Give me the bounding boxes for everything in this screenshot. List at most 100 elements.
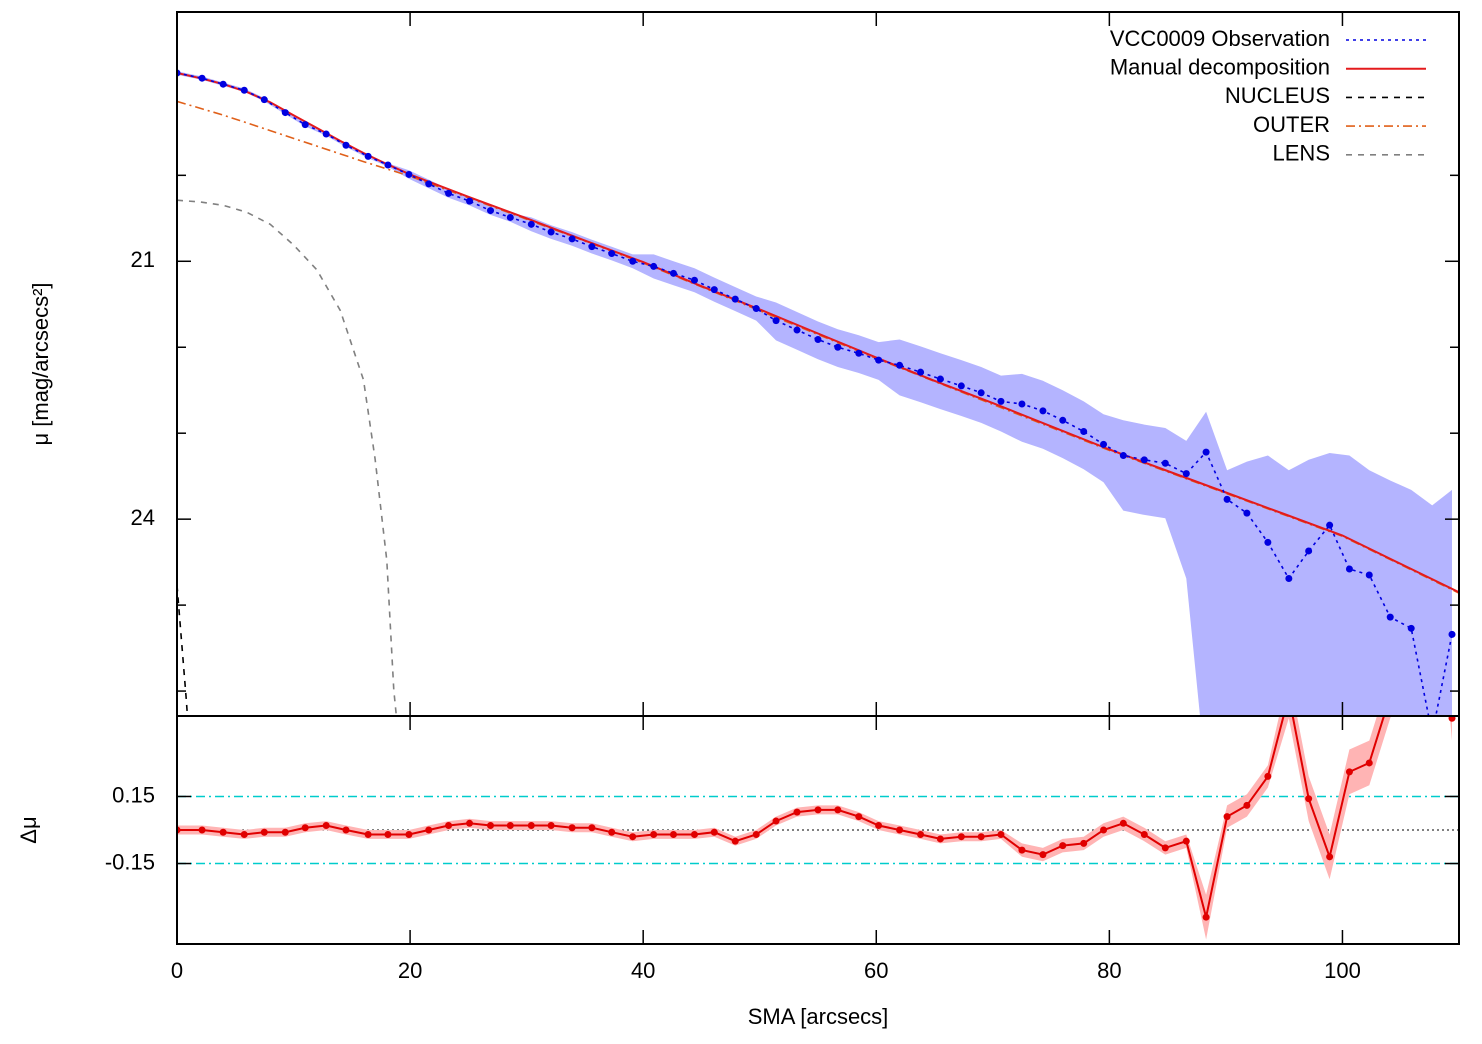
data-point bbox=[219, 80, 227, 88]
x-tick-label: 60 bbox=[864, 958, 888, 983]
data-point bbox=[752, 305, 760, 313]
data-point bbox=[1345, 565, 1353, 573]
data-point bbox=[342, 826, 350, 834]
data-point bbox=[834, 343, 842, 351]
data-point bbox=[690, 830, 698, 838]
data-point bbox=[1140, 456, 1148, 464]
data-point bbox=[875, 822, 883, 830]
data-point bbox=[364, 152, 372, 160]
data-point bbox=[629, 257, 637, 265]
error-band bbox=[177, 71, 1452, 716]
data-point bbox=[1119, 819, 1127, 827]
data-point bbox=[917, 830, 925, 838]
x-axis-label: SMA [arcsecs] bbox=[748, 1004, 889, 1029]
y-tick-label: 21 bbox=[131, 247, 155, 272]
data-point bbox=[1202, 913, 1210, 921]
data-point bbox=[506, 213, 514, 221]
data-point bbox=[506, 822, 514, 830]
data-point bbox=[1326, 853, 1334, 861]
data-point bbox=[793, 808, 801, 816]
data-point bbox=[281, 828, 289, 836]
data-point bbox=[1305, 795, 1313, 803]
data-point bbox=[936, 835, 944, 843]
data-point bbox=[466, 197, 474, 205]
data-point bbox=[1448, 716, 1456, 722]
data-point bbox=[1202, 448, 1210, 456]
data-point bbox=[1365, 571, 1373, 579]
data-point bbox=[1182, 837, 1190, 845]
legend-label: OUTER bbox=[1253, 112, 1330, 137]
data-point bbox=[1386, 613, 1394, 621]
data-point bbox=[1326, 521, 1334, 529]
data-point bbox=[568, 235, 576, 243]
data-point bbox=[650, 262, 658, 270]
data-point bbox=[875, 356, 883, 364]
y-axis-label: μ [mag/arcsecs²] bbox=[28, 282, 53, 445]
data-point bbox=[342, 141, 350, 149]
legend-label: Manual decomposition bbox=[1110, 55, 1330, 80]
data-point bbox=[896, 361, 904, 369]
y-tick-label: -0.15 bbox=[105, 849, 155, 874]
data-point bbox=[608, 250, 616, 258]
data-point bbox=[650, 830, 658, 838]
data-point bbox=[1039, 407, 1047, 415]
data-point bbox=[1345, 768, 1353, 776]
data-point bbox=[772, 817, 780, 825]
data-point bbox=[1182, 470, 1190, 478]
data-point bbox=[936, 375, 944, 383]
data-point bbox=[364, 830, 372, 838]
data-point bbox=[855, 813, 863, 821]
data-point bbox=[547, 228, 555, 236]
y-axis-label: Δμ bbox=[16, 816, 41, 843]
data-point bbox=[384, 830, 392, 838]
data-point bbox=[1039, 851, 1047, 859]
data-point bbox=[240, 86, 248, 94]
data-point bbox=[260, 828, 268, 836]
data-point bbox=[1407, 624, 1415, 632]
data-point bbox=[1448, 630, 1456, 638]
x-tick-label: 20 bbox=[398, 958, 422, 983]
data-point bbox=[957, 382, 965, 390]
data-point bbox=[1059, 416, 1067, 424]
data-point bbox=[240, 830, 248, 838]
data-point bbox=[1100, 826, 1108, 834]
data-point bbox=[710, 286, 718, 294]
data-point bbox=[772, 317, 780, 325]
data-point bbox=[445, 189, 453, 197]
data-point bbox=[731, 837, 739, 845]
data-point bbox=[917, 368, 925, 376]
plot-area bbox=[177, 69, 1459, 716]
data-point bbox=[957, 833, 965, 841]
data-point bbox=[997, 830, 1005, 838]
data-point bbox=[710, 828, 718, 836]
data-point bbox=[1080, 427, 1088, 435]
data-point bbox=[588, 243, 596, 251]
series-line bbox=[177, 199, 398, 716]
data-point bbox=[997, 397, 1005, 405]
data-point bbox=[322, 822, 330, 830]
legend-label: VCC0009 Observation bbox=[1110, 26, 1330, 51]
data-point bbox=[977, 833, 985, 841]
data-point bbox=[260, 96, 268, 104]
y-tick-label: 24 bbox=[131, 505, 155, 530]
x-tick-label: 0 bbox=[171, 958, 183, 983]
data-point bbox=[198, 826, 206, 834]
data-point bbox=[527, 220, 535, 228]
data-point bbox=[466, 819, 474, 827]
data-point bbox=[1059, 842, 1067, 850]
data-point bbox=[608, 828, 616, 836]
data-point bbox=[896, 826, 904, 834]
data-point bbox=[629, 833, 637, 841]
data-point bbox=[1018, 400, 1026, 408]
data-point bbox=[855, 349, 863, 357]
data-point bbox=[281, 109, 289, 117]
data-point bbox=[814, 806, 822, 814]
data-point bbox=[322, 130, 330, 138]
data-point bbox=[527, 822, 535, 830]
data-point bbox=[568, 824, 576, 832]
data-point bbox=[301, 824, 309, 832]
data-point bbox=[1161, 459, 1169, 467]
data-point bbox=[1140, 830, 1148, 838]
data-point bbox=[1018, 846, 1026, 854]
